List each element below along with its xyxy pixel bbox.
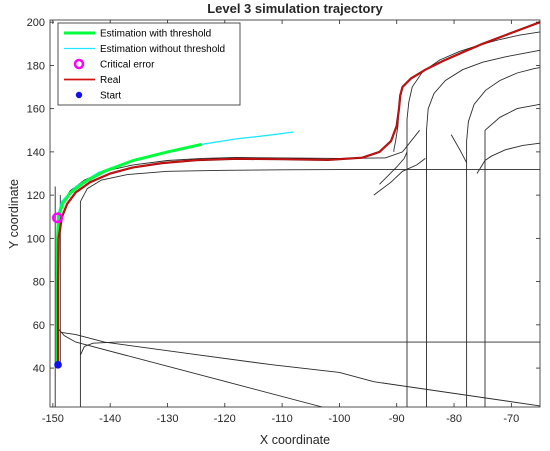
data-series	[52, 21, 540, 369]
x-axis-ticks: -150 -140 -130 -120 -110 -100 -90 -80 -70	[42, 20, 519, 425]
track-line	[476, 142, 540, 174]
track-line	[406, 31, 540, 407]
x-tick-label: -120	[214, 413, 236, 425]
y-tick-label: 100	[27, 233, 45, 245]
plot-frame	[49, 19, 541, 408]
x-tick-label: -140	[99, 413, 121, 425]
track-line	[62, 130, 420, 202]
track-line	[466, 67, 540, 407]
track-line	[426, 49, 540, 407]
legend-label: Estimation without threshold	[100, 44, 225, 55]
x-tick-label: -70	[503, 413, 519, 425]
x-tick-label: -100	[328, 413, 350, 425]
legend-label: Critical error	[100, 60, 155, 71]
y-tick-label: 160	[27, 104, 45, 116]
x-axis-label: X coordinate	[260, 433, 330, 447]
y-axis-label: Y coordinate	[7, 179, 21, 249]
legend-label: Estimation with threshold	[100, 29, 211, 40]
series-line-real	[57, 21, 540, 364]
y-tick-label: 40	[33, 363, 45, 375]
y-tick-label: 60	[33, 320, 45, 332]
start-marker	[54, 361, 62, 369]
track-line	[379, 151, 408, 185]
legend-swatch	[73, 58, 85, 70]
legend-label: Start	[100, 91, 121, 102]
track-line	[79, 169, 540, 407]
axes	[49, 19, 541, 408]
chart-title: Level 3 simulation trajectory	[207, 1, 383, 16]
x-tick-label: -90	[389, 413, 405, 425]
critical-error-marker	[52, 212, 63, 224]
legend-label: Real	[100, 75, 121, 86]
y-tick-label: 180	[27, 60, 45, 72]
x-tick-label: -110	[272, 413, 293, 425]
track-line	[484, 103, 540, 131]
track-line	[79, 341, 540, 356]
track-line	[61, 331, 540, 407]
y-tick-label: 120	[27, 190, 45, 202]
x-tick-label: -80	[446, 413, 462, 425]
road-track-lines	[54, 21, 540, 407]
legend: Estimation with threshold Estimation with…	[57, 22, 241, 106]
y-tick-label: 200	[27, 17, 45, 29]
legend-box	[57, 22, 241, 106]
y-axis-ticks: 40 60 80 100 120 140 160 180 200	[27, 17, 540, 375]
y-tick-label: 80	[33, 277, 45, 289]
legend-swatch	[75, 91, 83, 99]
x-tick-label: -150	[42, 413, 64, 425]
track-line	[373, 158, 426, 196]
x-tick-label: -130	[156, 413, 178, 425]
track-line	[450, 134, 467, 163]
track-line	[58, 328, 323, 407]
y-tick-label: 140	[27, 147, 45, 159]
